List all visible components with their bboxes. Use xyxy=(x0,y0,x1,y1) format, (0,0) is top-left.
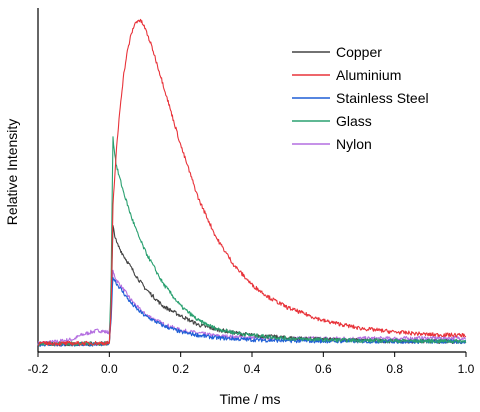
x-tick-label: 0.4 xyxy=(244,362,261,376)
legend-label: Nylon xyxy=(336,136,372,152)
x-ticks: -0.2 0.0 0.2 0.4 0.6 0.8 1.0 xyxy=(28,352,475,376)
series-group xyxy=(37,18,467,347)
y-axis-title: Relative Intensity xyxy=(4,119,20,226)
x-tick-label: 1.0 xyxy=(458,362,475,376)
legend-label: Copper xyxy=(336,44,382,60)
x-tick-label: 0.0 xyxy=(101,362,118,376)
legend-label: Aluminium xyxy=(336,67,401,83)
series-line-copper xyxy=(37,225,466,347)
series-line-aluminium xyxy=(37,18,467,346)
x-tick-label: 0.6 xyxy=(315,362,332,376)
x-tick-label: 0.8 xyxy=(386,362,403,376)
axes xyxy=(37,8,466,353)
x-tick-label: -0.2 xyxy=(28,362,49,376)
legend-label: Stainless Steel xyxy=(336,90,429,106)
series-line-glass xyxy=(37,136,467,347)
legend-label: Glass xyxy=(336,113,372,129)
legend: Copper Aluminium Stainless Steel Glass Nylon xyxy=(292,44,429,152)
x-axis-title: Time / ms xyxy=(220,391,281,407)
x-tick-label: 0.2 xyxy=(172,362,189,376)
